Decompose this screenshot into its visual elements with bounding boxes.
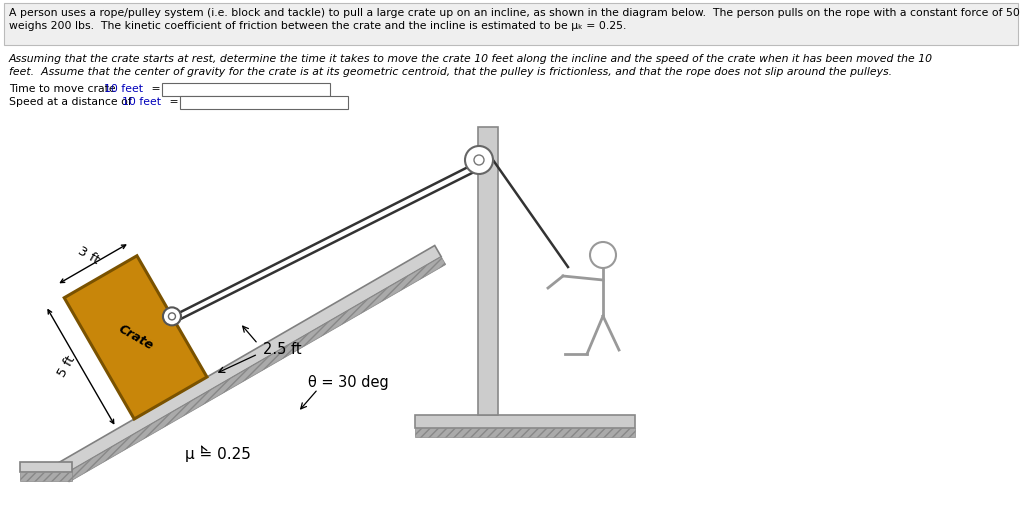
FancyBboxPatch shape: [162, 83, 330, 96]
FancyBboxPatch shape: [180, 96, 348, 109]
Bar: [478, 127, 498, 415]
Polygon shape: [65, 256, 207, 419]
Text: 5 ft: 5 ft: [55, 354, 78, 380]
Text: μ = 0.25: μ = 0.25: [185, 448, 251, 462]
Text: Speed at a distance of: Speed at a distance of: [9, 97, 135, 107]
Circle shape: [474, 155, 484, 165]
Text: A person uses a rope/pulley system (i.e. block and tackle) to pull a large crate: A person uses a rope/pulley system (i.e.…: [9, 8, 1024, 18]
Bar: [20, 472, 72, 481]
Text: 2.5 ft: 2.5 ft: [263, 342, 302, 357]
Bar: [415, 415, 635, 428]
Text: weighs 200 lbs.  The kinetic coefficient of friction between the crate and the i: weighs 200 lbs. The kinetic coefficient …: [9, 21, 627, 31]
Bar: [415, 428, 635, 437]
Text: θ = 30 deg: θ = 30 deg: [308, 374, 389, 389]
Text: Time to move crate: Time to move crate: [9, 84, 119, 94]
Text: 3 ft: 3 ft: [75, 244, 101, 266]
FancyBboxPatch shape: [4, 3, 1018, 45]
Text: Crate: Crate: [116, 322, 156, 353]
Text: Assuming that the crate starts at rest, determine the time it takes to move the : Assuming that the crate starts at rest, …: [9, 54, 933, 64]
Polygon shape: [65, 257, 445, 482]
Text: =: =: [166, 97, 178, 107]
Circle shape: [465, 146, 493, 174]
Circle shape: [169, 313, 175, 320]
Text: 10 feet: 10 feet: [122, 97, 161, 107]
Circle shape: [163, 307, 181, 326]
Circle shape: [590, 242, 616, 268]
Text: 10 feet: 10 feet: [104, 84, 143, 94]
Text: feet.  Assume that the center of gravity for the crate is at its geometric centr: feet. Assume that the center of gravity …: [9, 67, 892, 77]
Text: =: =: [148, 84, 161, 94]
Bar: [20, 462, 72, 472]
Polygon shape: [58, 245, 441, 474]
